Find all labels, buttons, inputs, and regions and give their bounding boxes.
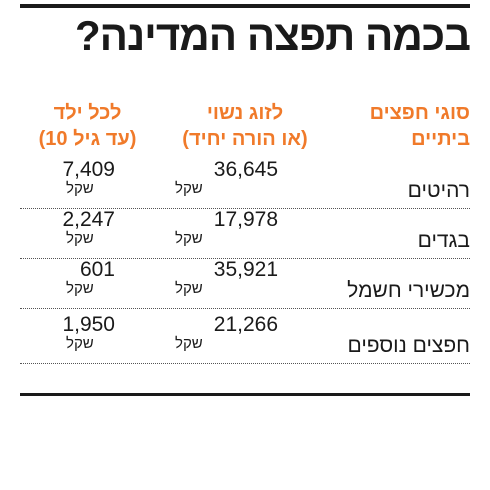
row-category: חפצים נוספים [347, 334, 470, 357]
couple-unit: שקל [175, 280, 203, 297]
child-amount: 7,409 [62, 158, 115, 181]
child-amount: 2,247 [62, 208, 115, 231]
child-unit: שקל [66, 280, 94, 297]
couple-unit: שקל [175, 335, 203, 352]
couple-unit: שקל [175, 230, 203, 247]
header-couple-line-2: (או הורה יחיד) [182, 128, 308, 150]
header-couple: לזוג נשוי (או הורה יחיד) [160, 100, 330, 152]
table-row: חפצים נוספים 21,266 שקל 1,950 שקל [20, 313, 470, 364]
header-category-line-2: ביתיים [411, 128, 470, 150]
table-row: מכשירי חשמל 35,921 שקל 601 שקל [20, 258, 470, 309]
row-category: רהיטים [407, 179, 470, 202]
couple-unit: שקל [175, 180, 203, 197]
header-couple-line-1: לזוג נשוי [206, 102, 284, 124]
table-row: בגדים 17,978 שקל 2,247 שקל [20, 208, 470, 259]
header-category: סוגי חפצים ביתיים [350, 100, 470, 152]
row-category: מכשירי חשמל [347, 279, 470, 302]
couple-amount: 36,645 [213, 158, 278, 181]
header-child: לכל ילד (עד גיל 10) [20, 100, 155, 152]
child-amount: 601 [79, 258, 115, 281]
header-child-line-2: (עד גיל 10) [38, 128, 137, 150]
child-unit: שקל [66, 230, 94, 247]
top-rule [20, 4, 470, 8]
child-unit: שקל [66, 335, 94, 352]
child-unit: שקל [66, 180, 94, 197]
row-category: בגדים [417, 229, 470, 252]
header-child-line-1: לכל ילד [53, 102, 122, 124]
child-amount: 1,950 [62, 313, 115, 336]
couple-amount: 21,266 [213, 313, 278, 336]
couple-amount: 35,921 [213, 258, 278, 281]
bottom-rule [20, 393, 470, 396]
header-category-line-1: סוגי חפצים [369, 102, 470, 124]
table-row: רהיטים 36,645 שקל 7,409 שקל [20, 158, 470, 209]
page-title: בכמה תפצה המדינה? [75, 12, 471, 59]
couple-amount: 17,978 [213, 208, 278, 231]
